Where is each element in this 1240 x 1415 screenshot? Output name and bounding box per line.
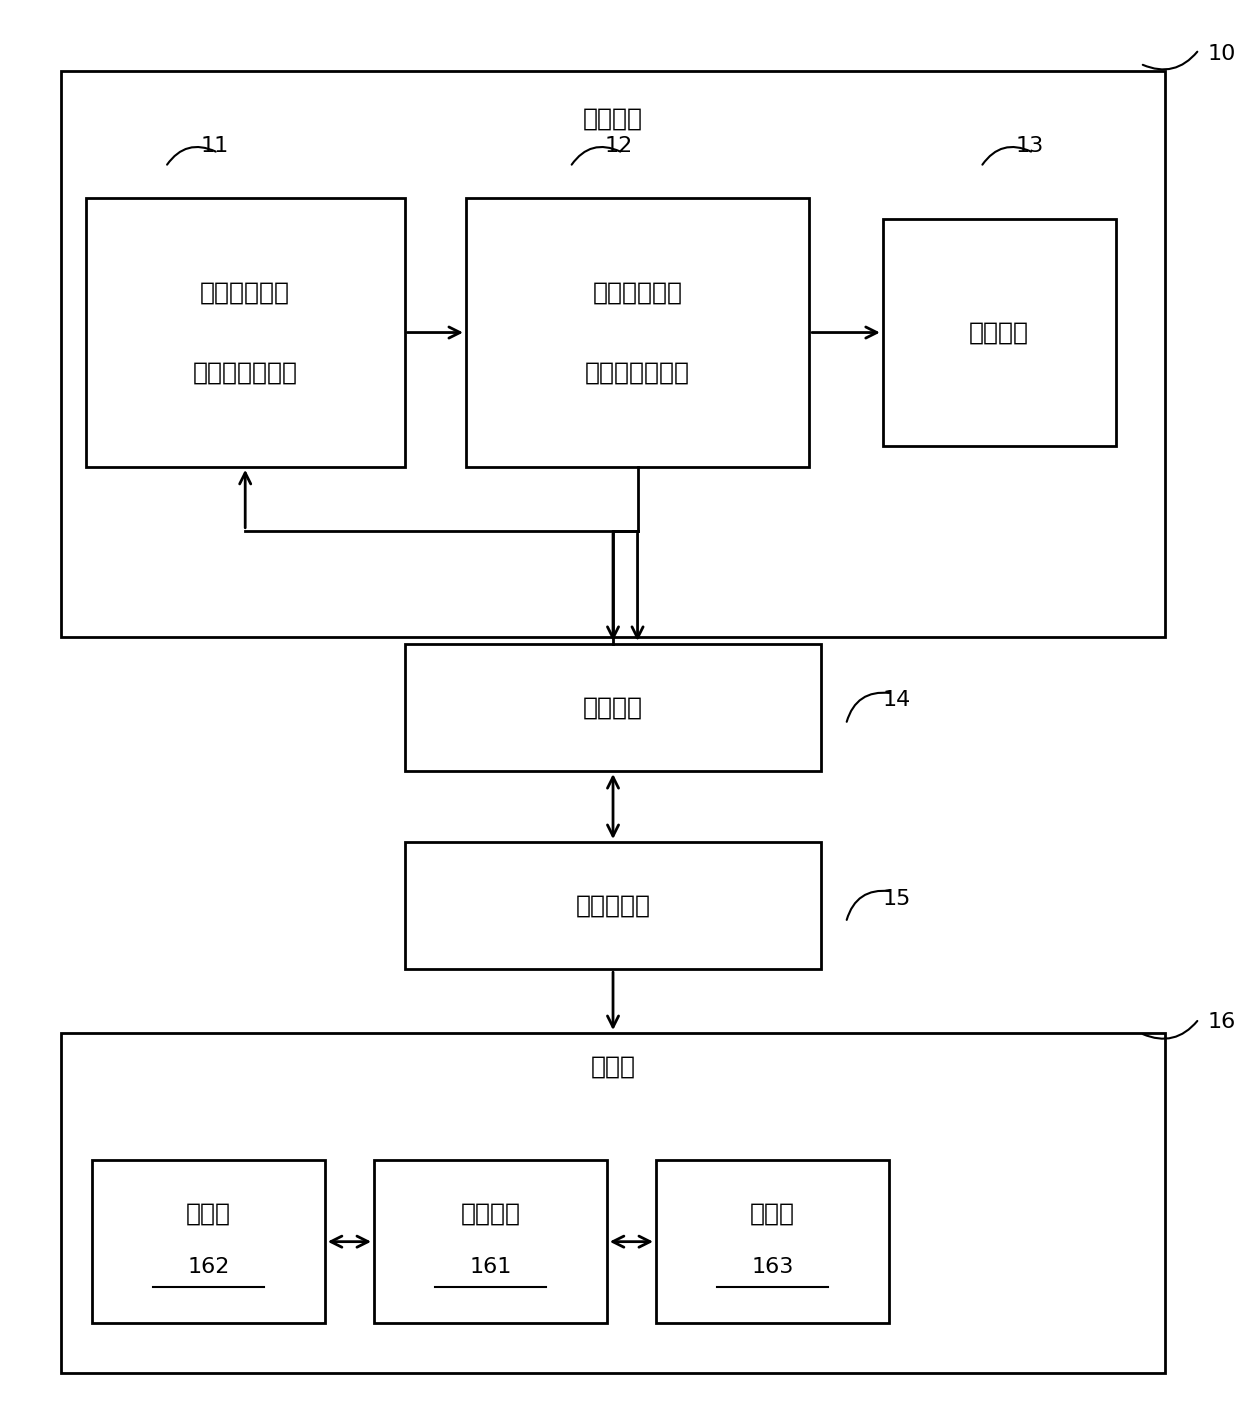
Text: 15: 15 (883, 889, 911, 908)
FancyBboxPatch shape (374, 1160, 606, 1323)
Text: 射频同轴连接器: 射频同轴连接器 (585, 361, 689, 383)
Text: 同轴电缆: 同轴电缆 (583, 696, 644, 719)
Text: 显示屏: 显示屏 (750, 1201, 795, 1225)
Text: 待测组件: 待测组件 (583, 106, 644, 130)
Text: 11: 11 (201, 136, 228, 156)
Text: 161: 161 (469, 1257, 512, 1278)
FancyBboxPatch shape (61, 71, 1164, 637)
Text: 163: 163 (751, 1257, 794, 1278)
Text: 射频同轴连接器: 射频同轴连接器 (192, 361, 298, 383)
Text: 162: 162 (187, 1257, 229, 1278)
Text: 13: 13 (1016, 136, 1044, 156)
Text: 存储器: 存储器 (186, 1201, 231, 1225)
Text: 10: 10 (1208, 44, 1236, 64)
FancyBboxPatch shape (61, 1033, 1164, 1373)
Text: 阳头转阴头的: 阳头转阴头的 (593, 282, 682, 304)
Text: 16: 16 (1208, 1012, 1236, 1032)
FancyBboxPatch shape (92, 1160, 325, 1323)
FancyBboxPatch shape (404, 644, 821, 771)
Text: 网络分析仪: 网络分析仪 (575, 894, 651, 917)
FancyBboxPatch shape (86, 198, 404, 467)
FancyBboxPatch shape (466, 198, 810, 467)
FancyBboxPatch shape (404, 842, 821, 969)
Text: 阴头转阴头的: 阴头转阴头的 (200, 282, 290, 304)
Text: 计算机: 计算机 (590, 1054, 636, 1078)
Text: 12: 12 (605, 136, 634, 156)
FancyBboxPatch shape (656, 1160, 889, 1323)
Text: 负载电阻: 负载电阻 (970, 321, 1029, 344)
FancyBboxPatch shape (883, 219, 1116, 446)
Text: 微处理器: 微处理器 (460, 1201, 521, 1225)
Text: 14: 14 (883, 691, 911, 710)
